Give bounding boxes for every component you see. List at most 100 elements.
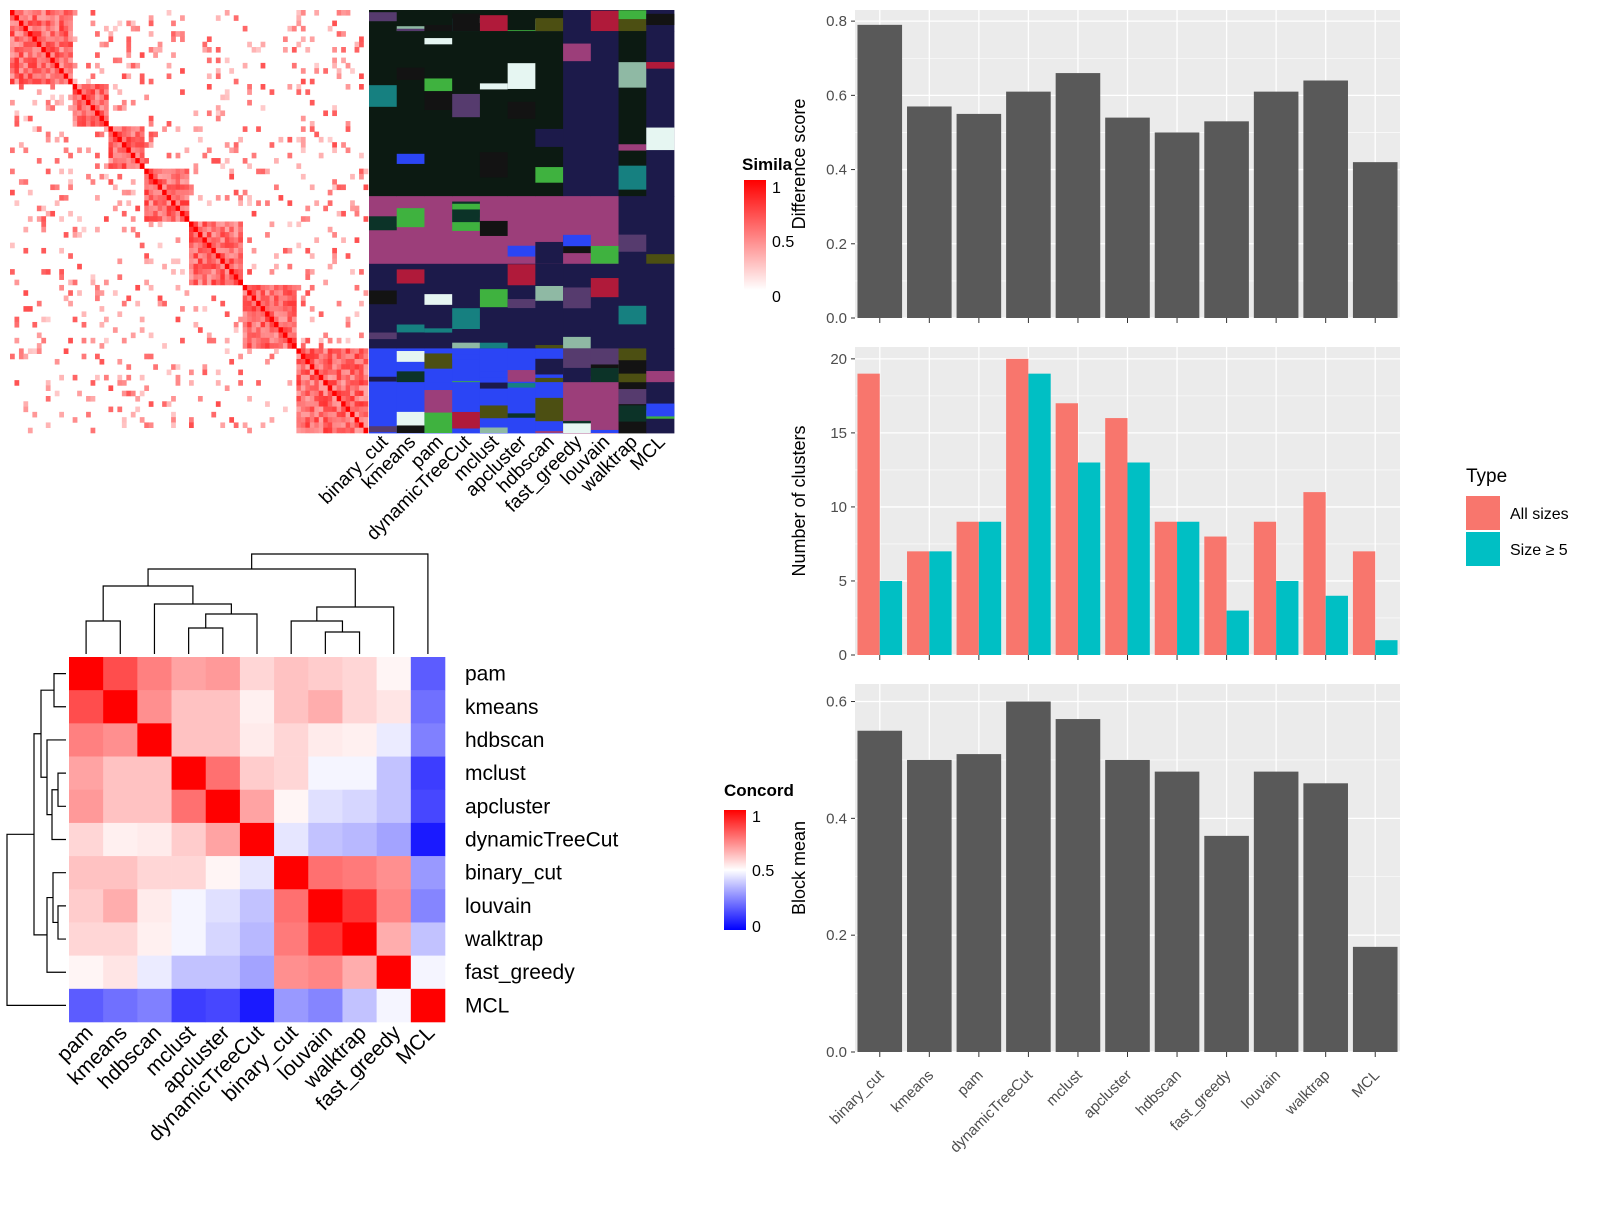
x-tick-label: pam: [954, 1067, 987, 1100]
similarity-cell: [206, 47, 212, 53]
similarity-cell: [135, 232, 141, 238]
similarity-cell: [291, 343, 297, 349]
similarity-cell: [54, 52, 60, 58]
similarity-cell: [59, 78, 64, 85]
similarity-cell: [144, 422, 150, 429]
similarity-cell: [309, 369, 315, 376]
similarity-cell: [336, 422, 342, 429]
similarity-cell: [27, 25, 33, 32]
similarity-cell: [336, 401, 342, 407]
similarity-cell: [32, 99, 38, 106]
similarity-cell: [126, 52, 132, 58]
similarity-cell: [72, 121, 78, 127]
similarity-cell: [193, 306, 199, 312]
similarity-cell: [318, 353, 324, 360]
similarity-cell: [260, 422, 266, 429]
label-panel-segment: [563, 43, 592, 62]
similarity-cell: [148, 200, 154, 206]
similarity-cell: [41, 52, 47, 58]
similarity-cell: [86, 84, 91, 90]
similarity-cell: [274, 295, 279, 302]
similarity-cell: [247, 290, 252, 296]
similarity-cell: [318, 395, 324, 402]
similarity-cell: [27, 36, 33, 43]
label-panel-segment: [646, 62, 675, 69]
concordance-cell: [239, 889, 275, 923]
similarity-cell: [23, 47, 29, 53]
similarity-cell: [148, 353, 154, 360]
similarity-cell: [117, 152, 123, 159]
similarity-cell: [193, 279, 199, 286]
similarity-cell: [117, 105, 123, 111]
label-panel-segment: [424, 78, 453, 92]
similarity-cell: [211, 221, 217, 228]
similarity-cell: [59, 284, 64, 291]
similarity-cell: [341, 142, 346, 148]
similarity-cell: [180, 189, 185, 196]
concordance-cell: [239, 723, 275, 757]
similarity-cell: [206, 242, 212, 249]
dendrogram-top: [85, 553, 429, 654]
concordance-cell: [308, 955, 343, 990]
similarity-cell: [202, 152, 208, 159]
similarity-cell: [90, 73, 96, 80]
similarity-cell: [121, 152, 127, 159]
similarity-cell: [354, 427, 360, 434]
similarity-cell: [59, 269, 64, 275]
similarity-cell: [180, 200, 185, 206]
similarity-cell: [224, 237, 230, 243]
concordance-cell: [69, 922, 104, 956]
similarity-cell: [197, 279, 203, 286]
similarity-cell: [233, 142, 239, 148]
similarity-cell: [103, 173, 109, 180]
similarity-cell: [260, 284, 266, 291]
similarity-cell: [36, 31, 42, 37]
label-panel-segment: [535, 358, 564, 375]
similarity-cell: [309, 126, 315, 132]
similarity-cell: [77, 390, 82, 397]
similarity-cell: [278, 295, 284, 302]
concordance-cell: [274, 690, 309, 724]
similarity-cell: [135, 158, 141, 164]
label-panel-segment: [507, 63, 536, 89]
similarity-cell: [229, 258, 235, 265]
similarity-cell: [117, 173, 123, 180]
similarity-cell: [354, 401, 360, 407]
similarity-cell: [180, 337, 185, 344]
similarity-cell: [68, 78, 73, 85]
similarity-cell: [77, 94, 82, 101]
similarity-cell: [345, 374, 351, 381]
similarity-cell: [327, 226, 333, 233]
similarity-cell: [242, 126, 248, 132]
similarity-cell: [282, 321, 288, 328]
bar-all-sizes: [1055, 403, 1078, 655]
bar: [1006, 91, 1051, 319]
dendrogram-branch: [52, 872, 66, 924]
similarity-cell: [153, 47, 158, 53]
y-tick-label: 0.8: [826, 13, 847, 30]
y-tick-label: 20: [830, 351, 847, 368]
concordance-row-labels: pamkmeanshdbscanmclustapclusterdynamicTr…: [464, 663, 618, 1018]
similarity-cell: [269, 269, 275, 275]
similarity-cell: [202, 369, 208, 376]
similarity-cell: [291, 327, 297, 333]
similarity-cell: [153, 189, 158, 196]
similarity-cell: [206, 337, 212, 344]
similarity-cell: [229, 247, 235, 254]
similarity-cell: [126, 200, 132, 206]
similarity-cell: [81, 89, 87, 95]
similarity-cell: [148, 216, 154, 222]
similarity-cell: [305, 348, 311, 354]
similarity-cell: [148, 210, 154, 217]
similarity-cell: [256, 300, 261, 307]
similarity-cell: [341, 237, 346, 243]
similarity-cell: [99, 121, 105, 127]
similarity-cell: [108, 385, 114, 391]
similarity-cell: [50, 73, 56, 80]
similarity-cell: [148, 195, 154, 201]
concordance-cell: [103, 756, 138, 791]
similarity-cell: [229, 263, 235, 270]
similarity-cell: [41, 337, 47, 344]
similarity-cell: [256, 126, 261, 132]
similarity-cell: [59, 216, 64, 222]
